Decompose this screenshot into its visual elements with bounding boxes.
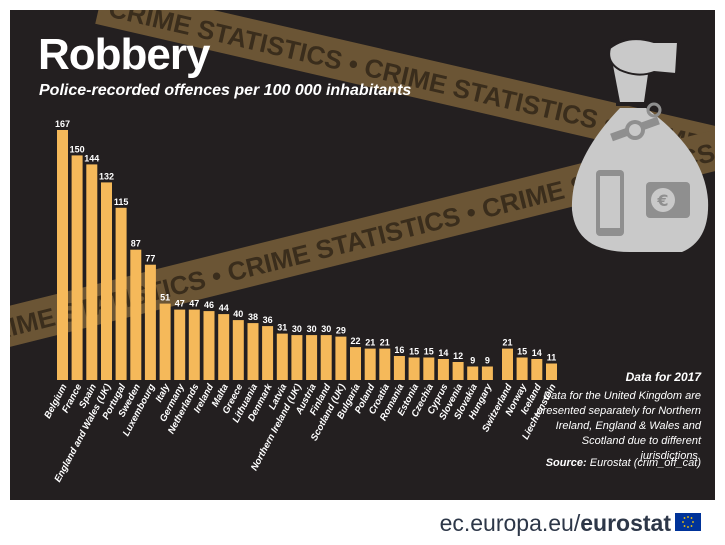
data-label: 15	[409, 347, 419, 357]
source-note: Source: Eurostat (crim_off_cat)	[546, 457, 701, 469]
chart-title: Robbery	[38, 30, 210, 79]
eu-flag-icon	[675, 513, 701, 531]
data-label: 30	[321, 324, 331, 334]
data-label: 87	[131, 239, 141, 249]
footer-site-text: ec.europa.eu/	[439, 510, 581, 536]
data-label: 167	[55, 119, 70, 129]
bar-cyprus	[437, 359, 449, 380]
data-label: 77	[145, 254, 155, 264]
bar-spain	[86, 164, 98, 380]
bar-italy	[159, 303, 171, 380]
bar-switzerland	[502, 348, 513, 380]
bar-estonia	[408, 357, 420, 380]
data-label: 29	[336, 326, 346, 336]
data-label: 9	[470, 356, 475, 366]
bar-malta	[218, 314, 230, 380]
bar-ireland	[203, 311, 215, 380]
bar-denmark	[262, 326, 274, 380]
euro-icon: €	[646, 182, 690, 218]
bar-poland	[364, 348, 376, 380]
data-label: 21	[380, 338, 390, 348]
bar-belgium	[57, 130, 68, 380]
bar-romania	[393, 356, 405, 380]
watch-icon	[610, 116, 660, 142]
bar-latvia	[276, 333, 288, 380]
source-label: Source:	[545, 457, 587, 469]
svg-text:€: €	[656, 191, 668, 210]
bar-iceland	[531, 359, 543, 380]
bar-england-and-wales-uk-	[101, 182, 112, 380]
data-label: 44	[219, 303, 229, 313]
bar-greece	[232, 320, 244, 380]
bar-finland	[320, 335, 332, 380]
data-label: 144	[84, 153, 99, 163]
data-label: 115	[114, 197, 129, 207]
bar-luxembourg	[144, 264, 156, 380]
footer-site-link[interactable]: ec.europa.eu/eurostat	[440, 510, 671, 537]
data-label: 38	[248, 312, 258, 322]
uk-footnote: Data for the United Kingdom are presente…	[536, 390, 701, 462]
data-label: 31	[277, 323, 287, 333]
data-label: 21	[365, 338, 375, 348]
data-label: 15	[517, 347, 527, 357]
bar-slovakia	[467, 366, 479, 380]
data-label: 11	[547, 353, 557, 363]
bar-northern-ireland-uk-	[291, 335, 303, 380]
bar-liechtenstein	[546, 363, 557, 380]
bar-norway	[516, 357, 528, 380]
footer: ec.europa.eu/eurostat	[10, 502, 715, 545]
data-label: 47	[189, 299, 199, 309]
bar-portugal	[115, 207, 127, 380]
money-bag-icon: €	[571, 38, 709, 252]
data-label: 132	[99, 171, 114, 181]
data-label: 150	[70, 144, 85, 154]
bar-scotland-uk-	[335, 336, 347, 380]
data-label: 30	[307, 324, 317, 334]
data-year-note: Data for 2017	[625, 370, 701, 384]
bar-germany	[174, 309, 186, 380]
bar-hungary	[481, 366, 493, 380]
data-label: 16	[394, 345, 404, 355]
bar-austria	[306, 335, 318, 380]
ring-icon	[646, 102, 662, 118]
bar-lithuania	[247, 323, 259, 380]
bar-france	[71, 155, 83, 380]
data-label: 14	[438, 348, 448, 358]
data-label: 40	[233, 309, 243, 319]
bar-czechia	[423, 357, 435, 380]
data-label: 9	[485, 356, 490, 366]
bar-sweden	[130, 249, 142, 380]
data-label: 21	[502, 338, 512, 348]
phone-icon	[596, 170, 624, 236]
data-label: 30	[292, 324, 302, 334]
bar-bulgaria	[350, 347, 361, 380]
bar-slovenia	[452, 362, 464, 380]
bar-netherlands	[188, 309, 200, 380]
chart-subtitle: Police-recorded offences per 100 000 inh…	[39, 82, 412, 99]
source-value: Eurostat (crim_off_cat)	[589, 457, 701, 469]
data-label: 14	[532, 348, 542, 358]
data-label: 47	[175, 299, 185, 309]
footer-brand: eurostat	[580, 510, 671, 536]
data-label: 46	[204, 300, 214, 310]
bar-croatia	[379, 348, 391, 380]
infographic-panel: CRIME STATISTICS • CRIME STATISTICS • CR…	[10, 10, 715, 500]
data-label: 22	[350, 336, 360, 346]
data-label: 51	[160, 293, 170, 303]
data-label: 15	[424, 347, 434, 357]
data-label: 36	[263, 315, 273, 325]
data-label: 12	[453, 351, 463, 361]
